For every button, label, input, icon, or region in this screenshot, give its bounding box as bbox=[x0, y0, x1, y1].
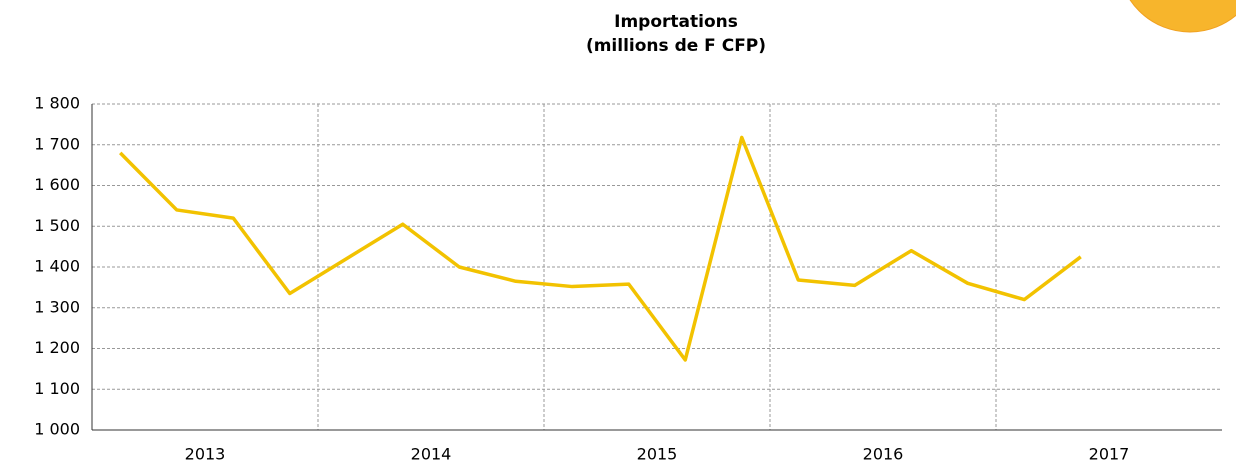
y-tick-label: 1 100 bbox=[34, 379, 80, 398]
x-tick-label: 2017 bbox=[1089, 445, 1130, 464]
chart-subtitle: (millions de F CFP) bbox=[586, 36, 766, 56]
y-tick-label: 1 500 bbox=[34, 216, 80, 235]
y-tick-label: 1 600 bbox=[34, 175, 80, 194]
y-tick-label: 1 200 bbox=[34, 338, 80, 357]
x-tick-label: 2014 bbox=[411, 445, 452, 464]
y-tick-label: 1 000 bbox=[34, 420, 80, 439]
y-tick-label: 1 800 bbox=[34, 94, 80, 113]
x-tick-label: 2015 bbox=[637, 445, 678, 464]
x-tick-label: 2016 bbox=[863, 445, 904, 464]
y-tick-label: 1 300 bbox=[34, 297, 80, 316]
x-tick-label: 2013 bbox=[185, 445, 226, 464]
decoration bbox=[1129, 0, 1236, 33]
y-tick-label: 1 400 bbox=[34, 257, 80, 276]
line-series bbox=[119, 135, 1082, 362]
y-tick-label: 1 700 bbox=[34, 134, 80, 153]
chart-title: Importations bbox=[614, 12, 738, 32]
